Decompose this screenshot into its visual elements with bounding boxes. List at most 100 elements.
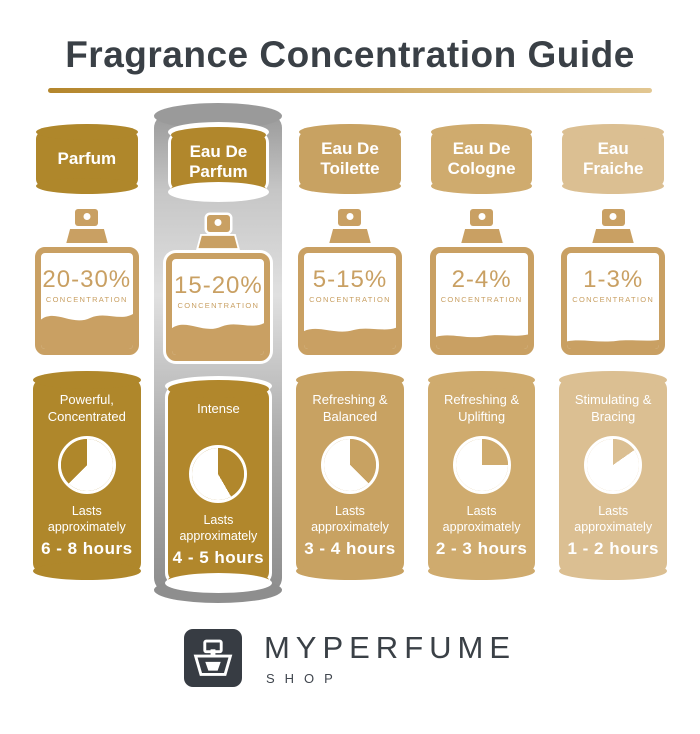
concentration-label: CONCENTRATION xyxy=(45,295,128,304)
bottle-body: 20-30% CONCENTRATION xyxy=(34,247,139,355)
spray-nozzle-icon xyxy=(206,215,230,232)
nozzle-base-icon xyxy=(460,228,503,244)
liquid-level xyxy=(40,314,133,349)
scent-trait-line: Uplifting xyxy=(458,408,506,424)
lasts-label-line: Lasts xyxy=(203,513,234,527)
spray-nozzle-icon xyxy=(338,209,362,226)
category-label: Eau De Parfum xyxy=(189,142,248,182)
concentration-value: 2-4% xyxy=(451,266,512,293)
lasts-label-line: approximately xyxy=(179,529,258,544)
duration-value: 2 - 3 hours xyxy=(435,538,528,558)
lasts-label-line: Lasts xyxy=(466,504,497,518)
bottle-body: 5-15% CONCENTRATION xyxy=(297,247,402,355)
duration-value: 1 - 2 hours xyxy=(567,538,659,558)
scent-trait: Powerful, Concentrated xyxy=(35,392,139,428)
lasts-label: Lasts approximately xyxy=(298,503,402,536)
duration-value: 4 - 5 hours xyxy=(172,547,265,567)
concentration-value: 15-20% xyxy=(174,272,263,299)
liquid-level xyxy=(172,323,265,355)
brand-subtitle: SHOP xyxy=(265,670,343,686)
concentration-label: CONCENTRATION xyxy=(309,295,391,304)
lasts-label-line: Lasts xyxy=(598,504,629,518)
brand-text: MYPERFUME SHOP xyxy=(264,630,516,686)
clock-icon xyxy=(189,445,248,503)
column: Eau Fraiche 1-3% CONCENTRATION Stimulati… xyxy=(554,124,672,585)
category-label-line: Fraiche xyxy=(582,159,644,178)
category-badge: Eau De Parfum xyxy=(167,122,270,202)
lasts-label-line: approximately xyxy=(574,520,653,535)
concentration-value: 5-15% xyxy=(312,266,388,293)
brand-footer: MYPERFUME SHOP xyxy=(0,628,700,687)
category-label: Eau Fraiche xyxy=(583,139,643,179)
lasts-label-line: approximately xyxy=(47,520,126,535)
duration-card: Refreshing & Uplifting Lasts approximate… xyxy=(427,371,536,580)
scent-trait-line: Concentrated xyxy=(47,408,126,424)
columns-grid: Parfum 20-30% CONCENTRATION Powerful, Co… xyxy=(0,102,700,604)
column: Eau De Cologne 2-4% CONCENTRATION Refres… xyxy=(423,124,541,585)
category-label-line: Parfum xyxy=(189,162,248,181)
liquid-level xyxy=(303,327,396,349)
nozzle-base-icon xyxy=(66,228,108,244)
duration-card: Refreshing & Balanced Lasts approximatel… xyxy=(296,371,404,580)
liquid-level xyxy=(435,334,528,349)
scent-trait-line: Balanced xyxy=(322,408,378,424)
category-label-line: Eau De xyxy=(321,138,379,158)
myperfume-logo-icon xyxy=(183,628,242,687)
category-badge: Eau De Toilette xyxy=(299,124,401,194)
perfume-bottle-icon: 15-20% CONCENTRATION xyxy=(160,215,278,361)
category-label: Parfum xyxy=(58,149,117,169)
category-label-line: Cologne xyxy=(447,159,516,178)
scent-trait-line: Intense xyxy=(197,401,240,416)
clock-pie xyxy=(587,439,640,491)
lasts-label: Lasts approximately xyxy=(430,503,534,536)
lasts-label: Lasts approximately xyxy=(561,503,665,536)
brand-name: MYPERFUME xyxy=(263,629,517,665)
concentration-value: 1-3% xyxy=(583,266,644,293)
lasts-label-line: approximately xyxy=(442,520,521,535)
column: Parfum 20-30% CONCENTRATION Powerful, Co… xyxy=(28,124,146,585)
bottle-body: 1-3% CONCENTRATION xyxy=(561,247,666,355)
concentration-label: CONCENTRATION xyxy=(440,295,523,304)
scent-trait-line: Powerful, xyxy=(59,392,114,407)
perfume-bottle-icon: 5-15% CONCENTRATION xyxy=(291,209,409,355)
bottle-body: 2-4% CONCENTRATION xyxy=(429,247,534,355)
perfume-bottle-icon: 1-3% CONCENTRATION xyxy=(554,209,672,355)
clock-icon xyxy=(320,436,379,494)
category-label: Eau De Cologne xyxy=(448,139,516,179)
lasts-label: Lasts approximately xyxy=(35,503,139,536)
spray-nozzle-icon xyxy=(470,209,494,226)
category-label-line: Parfum xyxy=(57,148,117,168)
duration-value: 3 - 4 hours xyxy=(304,538,396,558)
category-label: Eau De Toilette xyxy=(320,139,379,179)
category-badge: Eau Fraiche xyxy=(562,124,664,194)
duration-value: 6 - 8 hours xyxy=(41,538,133,558)
clock-icon xyxy=(584,436,643,494)
category-label-line: Eau De xyxy=(452,138,511,158)
nozzle-base-icon xyxy=(329,228,371,244)
column: Eau De Parfum 15-20% CONCENTRATION Inten… xyxy=(160,122,278,593)
perfume-bottle-icon: 20-30% CONCENTRATION xyxy=(28,209,146,355)
clock-pie xyxy=(60,439,113,491)
scent-trait: Refreshing & Uplifting xyxy=(430,392,534,428)
category-label-line: Toilette xyxy=(320,159,380,178)
scent-trait-line: Refreshing & xyxy=(444,392,520,407)
lasts-label: Lasts approximately xyxy=(170,512,268,545)
clock-pie xyxy=(455,439,508,491)
category-label-line: Eau xyxy=(597,138,629,158)
concentration-label: CONCENTRATION xyxy=(572,295,655,304)
scent-trait-line: Bracing xyxy=(591,408,636,424)
perfume-bottle-icon: 2-4% CONCENTRATION xyxy=(423,209,541,355)
clock-pie xyxy=(323,439,376,491)
bottle-body: 15-20% CONCENTRATION xyxy=(166,253,271,361)
page-title: Fragrance Concentration Guide xyxy=(65,34,635,75)
clock-icon xyxy=(57,436,116,494)
concentration-value: 20-30% xyxy=(42,266,132,293)
liquid-level xyxy=(567,339,660,349)
lasts-label-line: Lasts xyxy=(335,504,365,518)
concentration-label: CONCENTRATION xyxy=(177,301,260,310)
scent-trait: Refreshing & Balanced xyxy=(298,392,402,428)
scent-trait: Stimulating & Bracing xyxy=(561,392,665,428)
title-underline xyxy=(48,88,652,93)
clock-pie xyxy=(192,448,245,500)
nozzle-base-icon xyxy=(196,234,241,250)
